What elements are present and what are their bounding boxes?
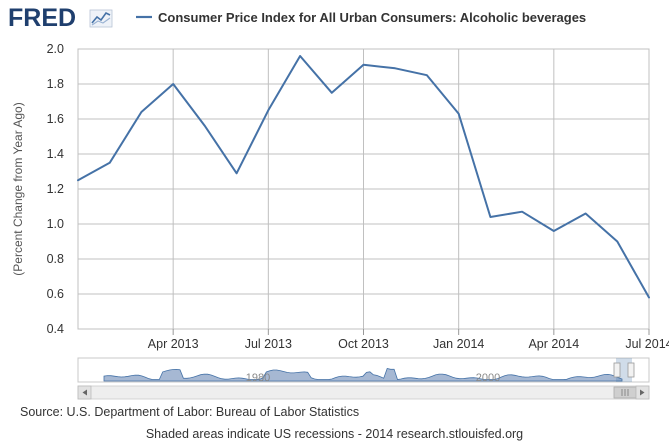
data-point[interactable] (107, 160, 113, 166)
data-point[interactable] (519, 209, 525, 215)
y-axis-label: (Percent Change from Year Ago) (11, 102, 25, 275)
data-point[interactable] (75, 177, 81, 183)
y-tick-label: 1.8 (47, 77, 64, 91)
data-point[interactable] (170, 81, 176, 87)
data-point[interactable] (614, 239, 620, 245)
y-tick-label: 0.4 (47, 322, 64, 336)
scrollbar[interactable] (77, 385, 650, 400)
x-tick-label: Jul 2013 (245, 337, 292, 351)
arrow-right-icon[interactable] (635, 385, 650, 400)
fred-logo[interactable]: FRED (8, 4, 113, 32)
fred-logo-text: FRED (8, 4, 76, 32)
navigator-handle-left[interactable] (613, 362, 621, 378)
recession-note: Shaded areas indicate US recessions - 20… (145, 427, 524, 441)
chart-legend: Consumer Price Index for All Urban Consu… (136, 10, 586, 25)
arrow-left-icon[interactable] (77, 385, 92, 400)
data-point[interactable] (265, 107, 271, 113)
x-tick-label: Jul 2014 (625, 337, 669, 351)
x-tick-label: Apr 2013 (148, 337, 199, 351)
chart-title: Consumer Price Index for All Urban Consu… (158, 10, 586, 25)
data-point[interactable] (138, 109, 144, 115)
y-tick-label: 1.4 (47, 147, 64, 161)
y-tick-label: 1.0 (47, 217, 64, 231)
source-note: Source: U.S. Department of Labor: Bureau… (20, 405, 360, 419)
y-tick-label: 1.6 (47, 112, 64, 126)
x-tick-label: Oct 2013 (338, 337, 389, 351)
data-point[interactable] (551, 228, 557, 234)
y-tick-label: 1.2 (47, 182, 64, 196)
data-point[interactable] (202, 123, 208, 129)
x-tick-label: Apr 2014 (528, 337, 579, 351)
data-point[interactable] (456, 111, 462, 117)
x-axis: Apr 2013 Jul 2013 Oct 2013 Jan 2014 Apr 2014… (148, 329, 669, 351)
navigator-label-2000: 2000 (476, 372, 500, 384)
data-point[interactable] (424, 72, 430, 78)
scrollbar-grip-icon (621, 389, 629, 396)
data-point[interactable] (297, 53, 303, 59)
y-tick-label: 2.0 (47, 42, 64, 56)
series-layer (75, 53, 652, 301)
y-tick-label: 0.6 (47, 287, 64, 301)
data-point[interactable] (392, 65, 398, 71)
data-point[interactable] (583, 211, 589, 217)
y-axis: 0.4 0.6 0.8 1.0 1.2 1.4 1.6 1.8 2.0 (47, 42, 64, 336)
x-tick-label: Jan 2014 (433, 337, 484, 351)
navigator-series-area (103, 368, 623, 382)
grid-lines (78, 48, 650, 330)
data-point[interactable] (646, 295, 652, 301)
range-navigator[interactable]: 1980 2000 (77, 357, 650, 384)
y-tick-label: 0.8 (47, 252, 64, 266)
navigator-handle-right[interactable] (627, 362, 635, 378)
scrollbar-track[interactable] (77, 385, 650, 400)
data-point[interactable] (361, 62, 367, 68)
data-point[interactable] (329, 90, 335, 96)
series-line[interactable] (77, 55, 650, 299)
data-point[interactable] (487, 214, 493, 220)
data-point[interactable] (234, 170, 240, 176)
chart-svg: FRED Consumer Price Index for All Urban … (8, 4, 669, 400)
line-chart-icon (89, 9, 113, 28)
navigator-label-1980: 1980 (246, 372, 270, 384)
